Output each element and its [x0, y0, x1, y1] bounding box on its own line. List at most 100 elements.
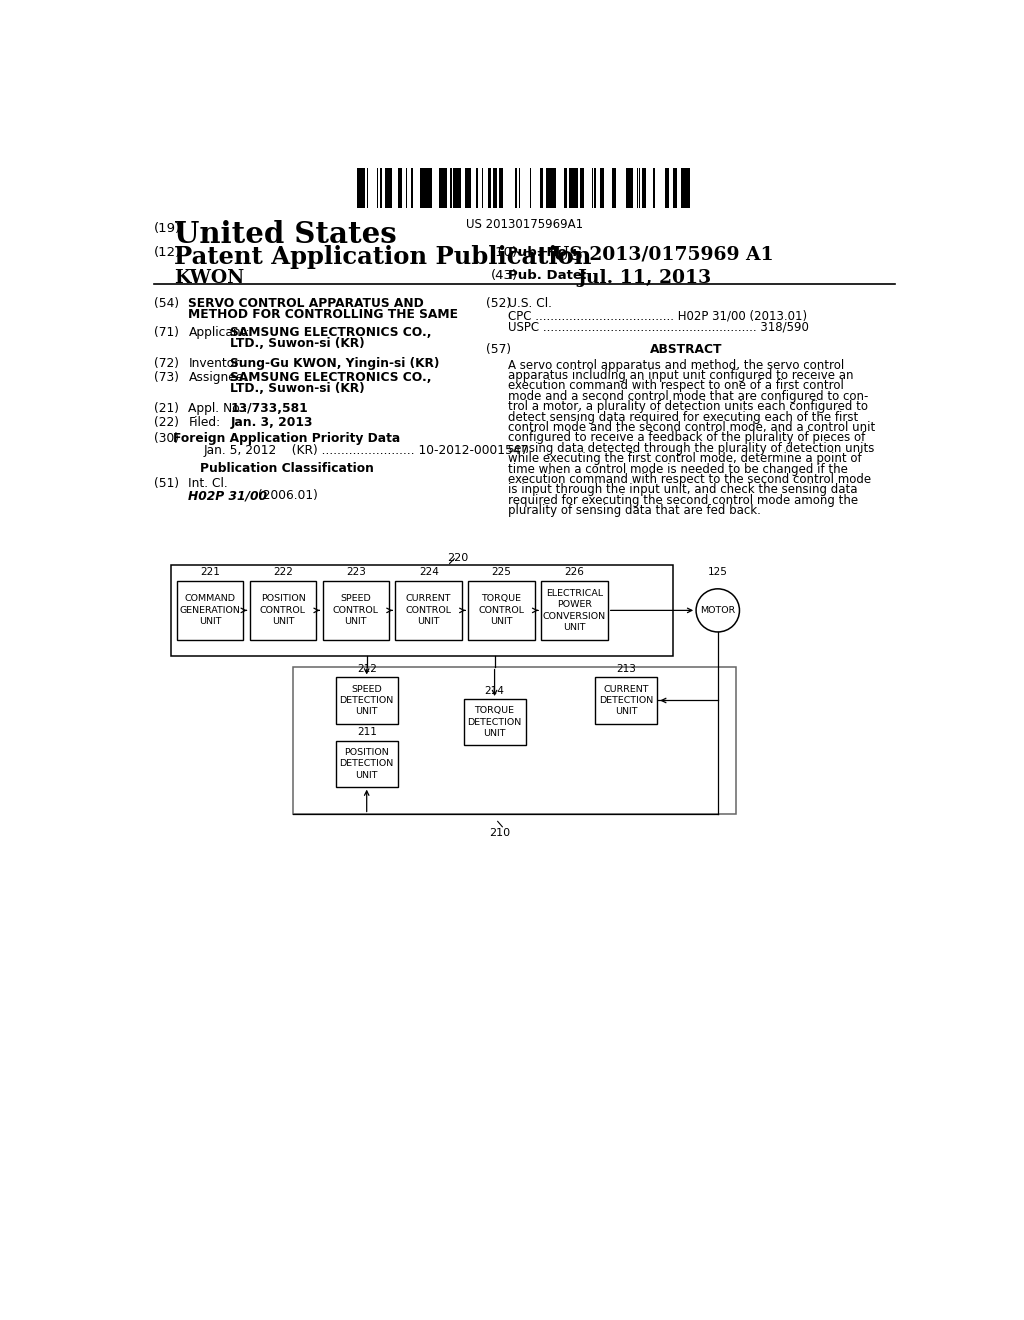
Text: Jan. 3, 2013: Jan. 3, 2013 [230, 416, 312, 429]
Text: SERVO CONTROL APPARATUS AND: SERVO CONTROL APPARATUS AND [188, 297, 424, 310]
Bar [541, 581, 607, 640]
Text: SPEED
DETECTION
UNIT: SPEED DETECTION UNIT [340, 685, 394, 717]
Text: 13/733,581: 13/733,581 [230, 401, 308, 414]
Text: (54): (54) [155, 297, 179, 310]
Bar [540, 168, 543, 207]
Bar [564, 168, 566, 207]
Text: Publication Classification: Publication Classification [200, 462, 374, 475]
Text: mode and a second control mode that are configured to con-: mode and a second control mode that are … [508, 389, 868, 403]
Text: (71): (71) [155, 326, 179, 339]
Bar [426, 168, 429, 207]
Text: execution command with respect to one of a first control: execution command with respect to one of… [508, 379, 844, 392]
Text: US 20130175969A1: US 20130175969A1 [466, 218, 584, 231]
Text: (30): (30) [155, 432, 179, 445]
Text: MOTOR: MOTOR [700, 606, 735, 615]
Text: (52): (52) [486, 297, 511, 310]
Bar [468, 168, 470, 207]
Bar [495, 168, 497, 207]
Bar [358, 168, 361, 207]
Text: Inventor:: Inventor: [188, 358, 244, 370]
Bar [488, 168, 489, 207]
Text: 212: 212 [356, 664, 377, 675]
Text: A servo control apparatus and method, the servo control: A servo control apparatus and method, th… [508, 359, 844, 372]
Text: Pub. No.:: Pub. No.: [508, 246, 578, 259]
Bar [336, 677, 397, 723]
Bar [601, 168, 603, 207]
Bar [642, 168, 643, 207]
Bar [573, 168, 575, 207]
Bar [398, 168, 401, 207]
Bar [385, 168, 386, 207]
Text: U.S. Cl.: U.S. Cl. [508, 297, 552, 310]
Text: while executing the first control mode, determine a point of: while executing the first control mode, … [508, 453, 861, 465]
Text: (43): (43) [490, 268, 518, 281]
Text: sensing data detected through the plurality of detection units: sensing data detected through the plural… [508, 442, 874, 455]
Text: 222: 222 [273, 568, 293, 577]
Text: execution command with respect to the second control mode: execution command with respect to the se… [508, 473, 870, 486]
Text: TORQUE
CONTROL
UNIT: TORQUE CONTROL UNIT [478, 594, 524, 627]
Bar [455, 168, 458, 207]
Bar [445, 168, 447, 207]
Bar [515, 168, 516, 207]
Bar [550, 168, 552, 207]
Text: (10): (10) [490, 246, 518, 259]
Bar [575, 168, 578, 207]
Text: control mode and the second control mode, and a control unit: control mode and the second control mode… [508, 421, 874, 434]
Text: (12): (12) [155, 246, 181, 259]
Bar [443, 168, 445, 207]
Text: LTD., Suwon-si (KR): LTD., Suwon-si (KR) [230, 381, 365, 395]
Bar [631, 168, 633, 207]
Text: SAMSUNG ELECTRONICS CO.,: SAMSUNG ELECTRONICS CO., [230, 371, 432, 384]
Bar [450, 168, 452, 207]
Bar [569, 168, 572, 207]
Text: CPC ..................................... H02P 31/00 (2013.01): CPC ....................................… [508, 309, 807, 322]
Bar [595, 677, 657, 723]
Text: ELECTRICAL
POWER
CONVERSION
UNIT: ELECTRICAL POWER CONVERSION UNIT [543, 589, 606, 632]
Text: Appl. No.:: Appl. No.: [188, 401, 248, 414]
Text: Pub. Date:: Pub. Date: [508, 268, 587, 281]
Text: USPC ......................................................... 318/590: USPC ...................................… [508, 321, 809, 333]
Bar [386, 168, 389, 207]
Bar [425, 168, 426, 207]
Text: Jan. 5, 2012    (KR) ........................ 10-2012-0001547: Jan. 5, 2012 (KR) ......................… [203, 444, 528, 457]
Text: (21): (21) [155, 401, 179, 414]
Text: ABSTRACT: ABSTRACT [650, 343, 722, 356]
Text: H02P 31/00: H02P 31/00 [188, 490, 267, 503]
Text: plurality of sensing data that are fed back.: plurality of sensing data that are fed b… [508, 504, 761, 517]
Bar [600, 168, 601, 207]
Bar [476, 168, 477, 207]
Text: SPEED
CONTROL
UNIT: SPEED CONTROL UNIT [333, 594, 379, 627]
Bar [442, 168, 443, 207]
Bar [552, 168, 555, 207]
Bar [572, 168, 573, 207]
Text: 223: 223 [346, 568, 366, 577]
Bar [675, 168, 677, 207]
Text: 210: 210 [488, 829, 510, 838]
Text: trol a motor, a plurality of detection units each configured to: trol a motor, a plurality of detection u… [508, 400, 867, 413]
Text: apparatus including an input unit configured to receive an: apparatus including an input unit config… [508, 370, 853, 381]
Bar [293, 667, 736, 814]
Text: SAMSUNG ELECTRONICS CO.,: SAMSUNG ELECTRONICS CO., [230, 326, 432, 339]
Text: United States: United States [174, 220, 397, 249]
Bar [465, 168, 467, 207]
Text: 224: 224 [419, 568, 438, 577]
Bar [420, 168, 422, 207]
Text: Foreign Application Priority Data: Foreign Application Priority Data [173, 432, 400, 445]
Text: CURRENT
CONTROL
UNIT: CURRENT CONTROL UNIT [406, 594, 452, 627]
Text: is input through the input unit, and check the sensing data: is input through the input unit, and che… [508, 483, 857, 496]
Text: KWON: KWON [174, 268, 245, 286]
Text: (51): (51) [155, 478, 179, 490]
Bar [673, 168, 675, 207]
Bar [665, 168, 667, 207]
Text: 220: 220 [446, 553, 468, 562]
Text: POSITION
DETECTION
UNIT: POSITION DETECTION UNIT [340, 747, 394, 780]
Text: 211: 211 [356, 727, 377, 738]
Text: required for executing the second control mode among the: required for executing the second contro… [508, 494, 858, 507]
Text: 125: 125 [708, 568, 728, 577]
Text: 226: 226 [564, 568, 585, 577]
Text: CURRENT
DETECTION
UNIT: CURRENT DETECTION UNIT [599, 685, 653, 717]
Text: COMMAND
GENERATION
UNIT: COMMAND GENERATION UNIT [180, 594, 241, 627]
Text: (57): (57) [486, 343, 511, 356]
Bar [361, 168, 365, 207]
Bar [681, 168, 684, 207]
